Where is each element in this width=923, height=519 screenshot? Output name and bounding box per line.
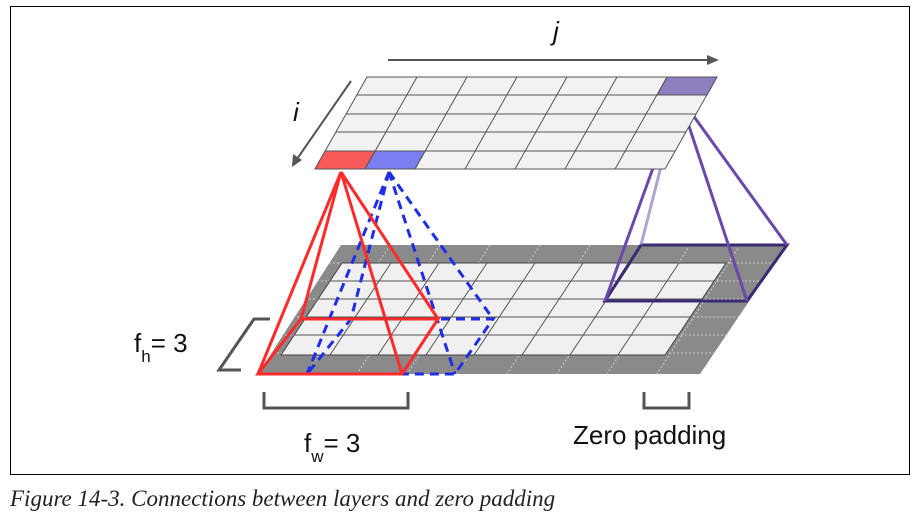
fw-bracket [262,392,410,410]
fw-label: fw= 3 [304,428,360,466]
output-layer-grid [314,76,718,170]
i-axis-label: i [293,97,300,127]
output-grid-lines [325,76,707,170]
zero-padding-bracket [642,392,691,410]
top-layer [314,76,718,170]
fh-bracket [216,317,270,372]
blue-receptive-field [303,171,496,376]
fh-label: fh= 3 [134,328,188,366]
cnn-connections-diagram: j i fh= 3 fw= 3 Zero padding [134,16,790,466]
i-axis-arrow [292,80,352,167]
j-axis-label: j [550,16,560,46]
input-grid-lines [294,262,714,356]
figure-frame: j i fh= 3 fw= 3 Zero padding [10,6,910,475]
blue-field-base [303,317,496,376]
red-receptive-field [254,171,441,376]
bottom-layer [258,244,787,375]
figure-caption: Figure 14-3. Connections between layers … [10,486,556,511]
j-axis-arrow [388,55,719,65]
zero-padding-label: Zero padding [573,420,726,450]
